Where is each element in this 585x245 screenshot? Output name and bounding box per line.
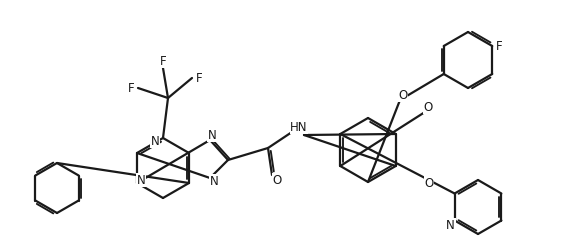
Text: N: N xyxy=(209,174,218,187)
Text: F: F xyxy=(128,82,135,95)
Text: N: N xyxy=(150,135,159,147)
Text: F: F xyxy=(196,72,202,85)
Text: N: N xyxy=(208,128,216,142)
Text: F: F xyxy=(496,39,503,52)
Text: N: N xyxy=(137,173,146,186)
Text: HN: HN xyxy=(290,121,308,134)
Text: F: F xyxy=(160,54,166,68)
Text: O: O xyxy=(424,176,433,189)
Text: O: O xyxy=(424,100,433,113)
Text: O: O xyxy=(273,173,281,186)
Text: O: O xyxy=(398,88,408,101)
Text: N: N xyxy=(446,219,455,232)
